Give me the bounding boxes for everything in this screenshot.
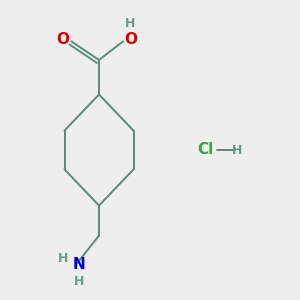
Text: H: H <box>74 275 85 288</box>
Text: Cl: Cl <box>197 142 214 158</box>
Text: H: H <box>58 252 68 265</box>
Text: H: H <box>125 17 135 31</box>
Text: H: H <box>232 143 242 157</box>
Text: O: O <box>56 32 70 47</box>
Text: N: N <box>73 257 86 272</box>
Text: O: O <box>124 32 137 47</box>
